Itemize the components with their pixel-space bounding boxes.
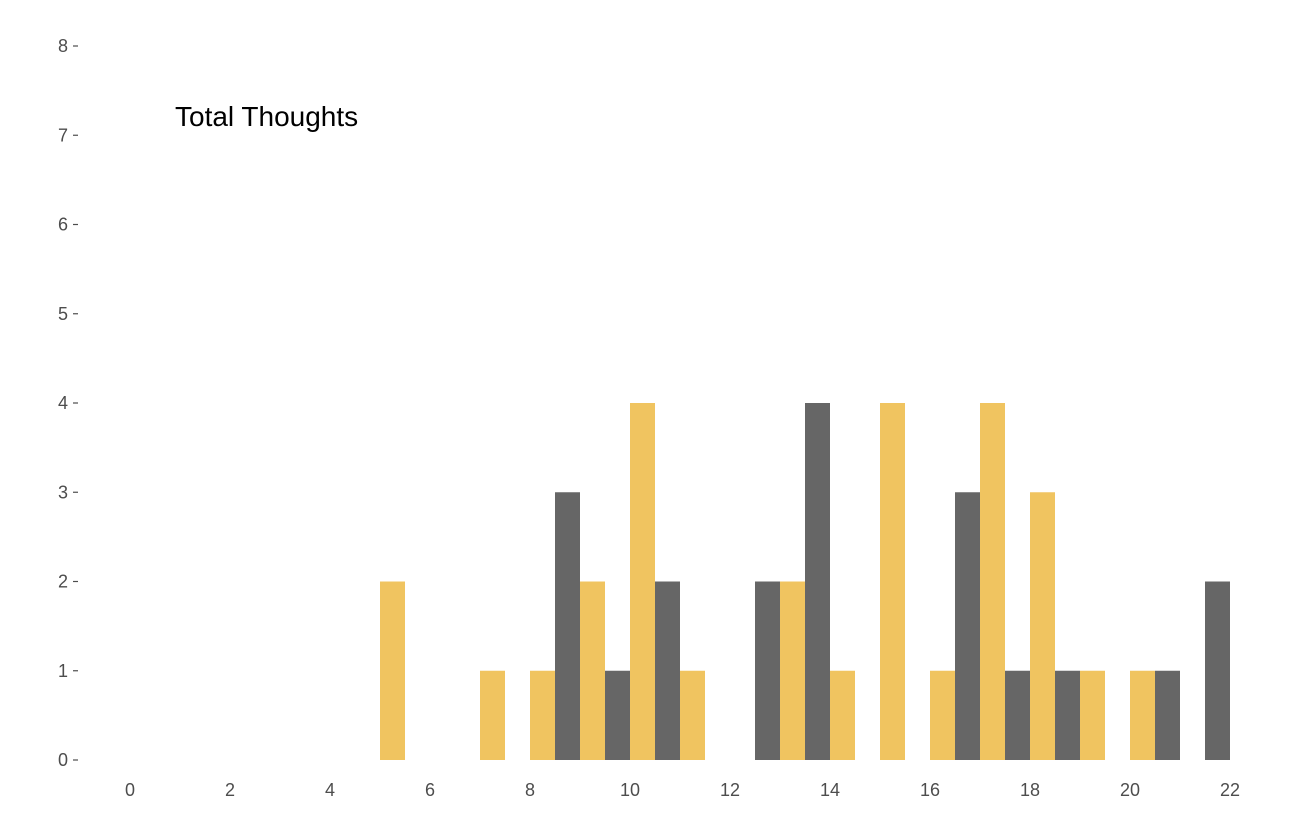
bar-series2-1 bbox=[555, 492, 580, 760]
bar-series1-13 bbox=[1080, 670, 1105, 760]
bar-series1-14 bbox=[1130, 670, 1155, 760]
chart-title: Total Thoughts bbox=[175, 101, 358, 132]
bar-series2-6 bbox=[955, 492, 980, 760]
bar-series2-10 bbox=[1205, 581, 1230, 760]
bar-series1-6 bbox=[680, 670, 705, 760]
bar-series1-11 bbox=[980, 403, 1005, 760]
bar-series2-8 bbox=[1055, 670, 1080, 760]
x-tick-label: 10 bbox=[620, 780, 640, 800]
bar-series1-3 bbox=[530, 670, 555, 760]
x-tick-label: 8 bbox=[525, 780, 535, 800]
bar-series2-9 bbox=[1155, 670, 1180, 760]
bar-series2-3 bbox=[655, 581, 680, 760]
bar-series1-12 bbox=[1030, 492, 1055, 760]
x-tick-label: 20 bbox=[1120, 780, 1140, 800]
x-tick-label: 4 bbox=[325, 780, 335, 800]
x-tick-label: 6 bbox=[425, 780, 435, 800]
x-tick-label: 18 bbox=[1020, 780, 1040, 800]
y-tick-label: 5 bbox=[58, 304, 68, 324]
bar-series1-1 bbox=[380, 581, 405, 760]
bar-series1-7 bbox=[780, 581, 805, 760]
bar-series1-5 bbox=[630, 403, 655, 760]
y-axis: 0 1 2 3 4 5 6 7 8 bbox=[58, 36, 78, 770]
bar-series1-2 bbox=[480, 670, 505, 760]
x-tick-label: 2 bbox=[225, 780, 235, 800]
x-axis: 0 2 4 6 8 10 12 14 16 18 20 22 bbox=[125, 780, 1240, 800]
bars-layer bbox=[380, 403, 1230, 760]
bar-series2-4 bbox=[755, 581, 780, 760]
y-tick-label: 6 bbox=[58, 215, 68, 235]
x-tick-label: 16 bbox=[920, 780, 940, 800]
y-tick-label: 1 bbox=[58, 661, 68, 681]
bar-series2-5 bbox=[805, 403, 830, 760]
bar-series2-2 bbox=[605, 670, 630, 760]
x-tick-label: 12 bbox=[720, 780, 740, 800]
x-tick-label: 22 bbox=[1220, 780, 1240, 800]
y-tick-label: 8 bbox=[58, 36, 68, 56]
bar-series1-8 bbox=[830, 670, 855, 760]
x-tick-label: 14 bbox=[820, 780, 840, 800]
x-tick-label: 0 bbox=[125, 780, 135, 800]
bar-series1-10 bbox=[930, 670, 955, 760]
y-tick-label: 2 bbox=[58, 572, 68, 592]
y-tick-label: 4 bbox=[58, 393, 68, 413]
bar-series1-4 bbox=[580, 581, 605, 760]
y-tick-label: 7 bbox=[58, 125, 68, 145]
y-tick-label: 3 bbox=[58, 482, 68, 502]
bar-series1-9 bbox=[880, 403, 905, 760]
y-tick-label: 0 bbox=[58, 750, 68, 770]
bar-series2-7 bbox=[1005, 670, 1030, 760]
